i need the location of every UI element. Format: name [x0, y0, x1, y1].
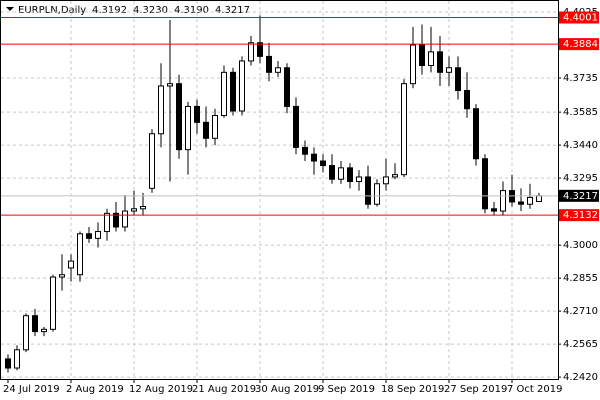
candle-body [284, 67, 290, 107]
x-tick-label: 27 Sep 2019 [444, 384, 507, 395]
candle-body [266, 55, 272, 73]
y-tick-label: 4.2565 [563, 339, 598, 350]
candle-body [338, 167, 344, 180]
candle-body [185, 105, 191, 151]
candle-body [446, 67, 452, 73]
x-tick-label: 24 Jul 2019 [3, 384, 60, 395]
candle-body [14, 349, 20, 369]
y-tick-label: 4.3440 [563, 140, 598, 151]
ohlc-label: 4.3190 [174, 5, 209, 16]
level-label-box [559, 209, 599, 222]
level-label: 4.4001 [563, 13, 598, 24]
candle-body [221, 71, 227, 117]
candle-body [167, 83, 173, 87]
candle-body [401, 83, 407, 176]
candle-body [95, 231, 101, 239]
candle-body [302, 146, 308, 155]
ohlc-label: 4.3217 [215, 5, 250, 16]
candle-body [140, 206, 146, 210]
candle-body [374, 183, 380, 205]
candle-body [410, 44, 416, 85]
candle-body [50, 276, 56, 330]
level-label: 4.3217 [563, 191, 598, 202]
candle-body [293, 105, 299, 148]
menu-arrow [6, 7, 14, 11]
y-tick-label: 4.2855 [563, 273, 598, 284]
candle-body [239, 60, 245, 112]
ohlc-label: 4.3192 [92, 5, 127, 16]
candle-body [536, 195, 542, 203]
candle-body [392, 174, 398, 178]
candle-body [275, 67, 281, 73]
y-tick-label: 4.3295 [563, 173, 598, 184]
candle-body [329, 165, 335, 180]
candle-body [41, 328, 47, 333]
candle-body [5, 358, 11, 369]
x-tick-label: 12 Aug 2019 [129, 384, 193, 395]
level-label: 4.3884 [563, 39, 598, 50]
candle-body [527, 196, 533, 205]
candle-body [131, 208, 137, 212]
candle-body [230, 71, 236, 112]
candle-body [203, 121, 209, 139]
candle-body [212, 115, 218, 139]
candle-body [122, 210, 128, 228]
candle-body [419, 44, 425, 66]
candle-body [257, 42, 263, 57]
candle-body [383, 176, 389, 185]
chart-title: EURPLN,Daily [18, 5, 86, 16]
candle-body [77, 233, 83, 276]
y-tick-label: 4.3735 [563, 73, 598, 84]
candle-body [86, 233, 92, 239]
y-tick-label: 4.3585 [563, 107, 598, 118]
candle-body [356, 176, 362, 182]
y-tick-label: 4.2710 [563, 306, 598, 317]
x-tick-label: 9 Sep 2019 [318, 384, 375, 395]
candle-body [455, 67, 461, 92]
y-tick-label: 4.2420 [563, 372, 598, 383]
candle-body [149, 133, 155, 189]
candle-body [311, 153, 317, 162]
x-tick-label: 30 Aug 2019 [255, 384, 319, 395]
candle-body [68, 260, 74, 269]
candle-body [500, 190, 506, 212]
candle-body [428, 51, 434, 66]
level-label-box [559, 11, 599, 24]
candle-body [320, 160, 326, 167]
x-tick-label: 2 Aug 2019 [66, 384, 124, 395]
candle-body [347, 167, 353, 182]
candle-body [158, 85, 164, 135]
level-label-box [559, 38, 599, 51]
level-label-box [559, 189, 599, 202]
candle-body [482, 158, 488, 210]
y-tick-label: 4.3000 [563, 240, 598, 251]
candle-body [113, 212, 119, 228]
candle-body [473, 108, 479, 160]
x-tick-label: 18 Sep 2019 [381, 384, 444, 395]
candle-body [176, 83, 182, 151]
plot-frame [0, 0, 559, 380]
x-tick-label: 21 Aug 2019 [192, 384, 256, 395]
candle-body [32, 315, 38, 333]
candle-body [464, 90, 470, 110]
candle-body [23, 315, 29, 351]
level-label: 4.3132 [563, 210, 598, 221]
x-tick-label: 7 Oct 2019 [507, 384, 562, 395]
candle-body [365, 176, 371, 205]
candle-body [59, 274, 65, 278]
ohlc-label: 4.3230 [133, 5, 168, 16]
candle-body [518, 201, 524, 205]
candle-body [104, 212, 110, 233]
candle-body [194, 105, 200, 123]
candle-body [437, 51, 443, 73]
candle-body [491, 208, 497, 212]
candle-body [248, 42, 254, 62]
